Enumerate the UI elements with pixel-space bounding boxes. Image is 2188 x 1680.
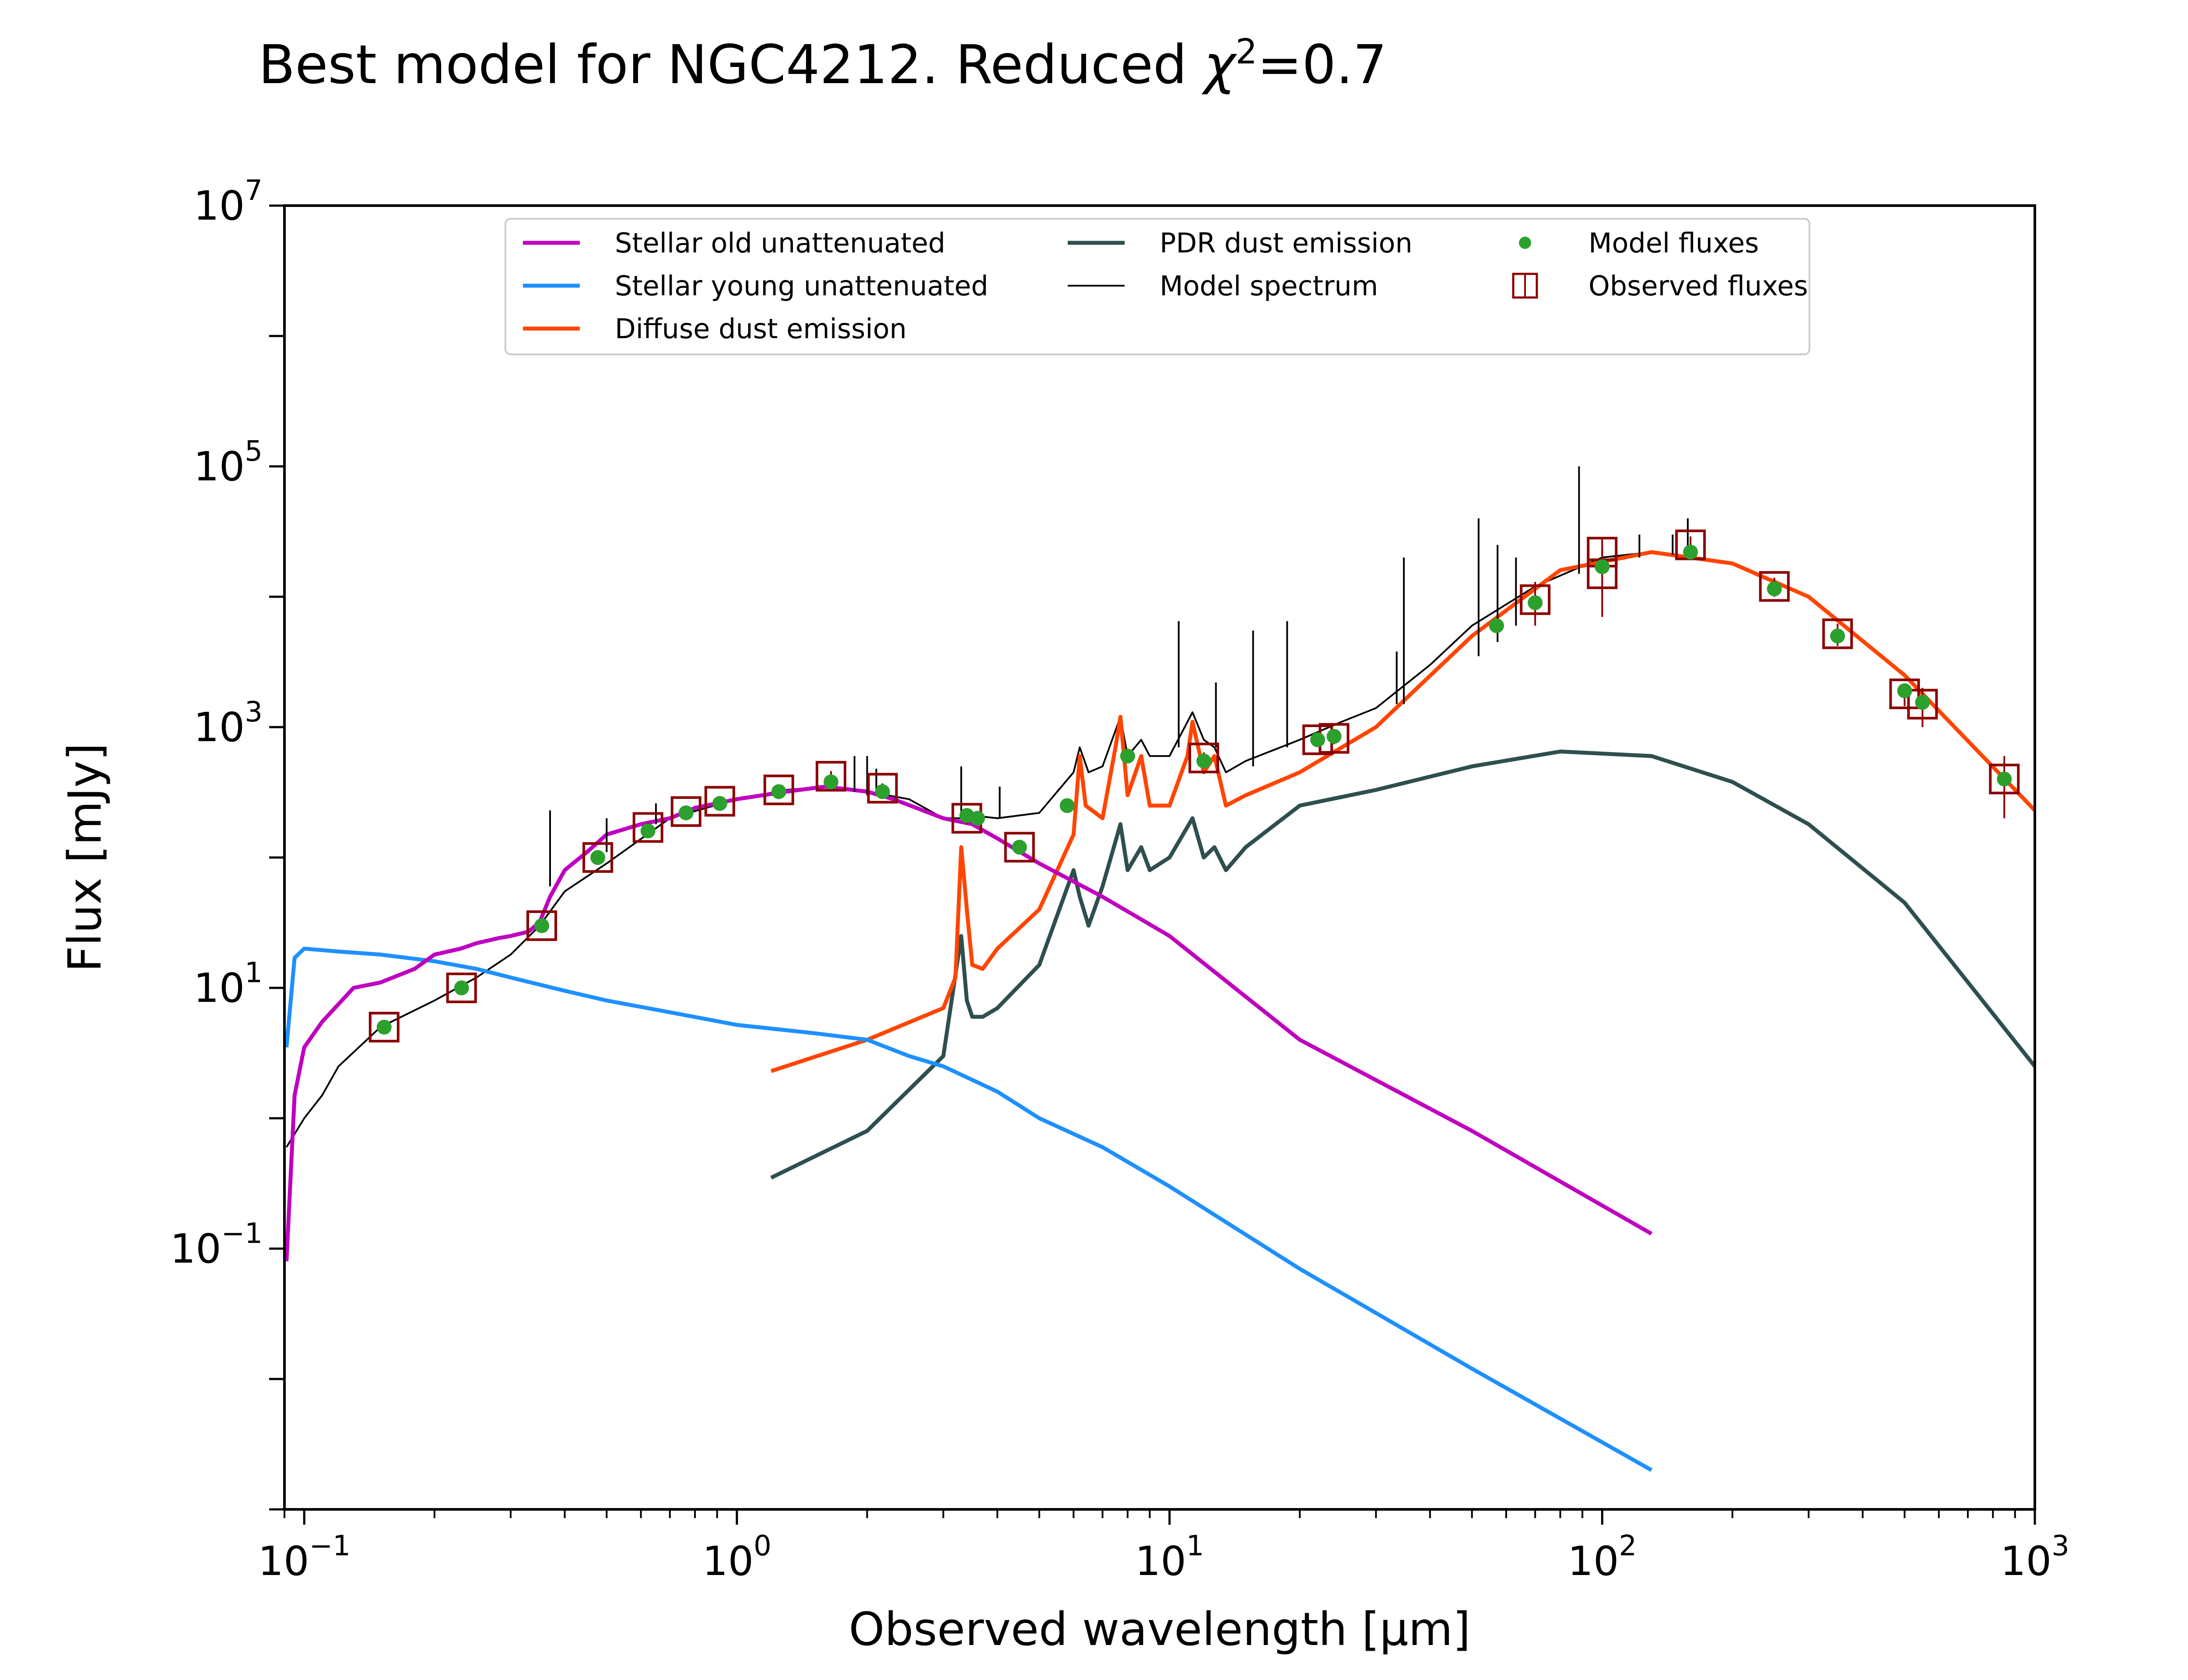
legend-box [505, 218, 1810, 355]
model-flux-point [1310, 732, 1325, 747]
model-flux-point [875, 784, 890, 799]
model-flux-point [1683, 544, 1698, 560]
observed-flux-marker [1989, 763, 2020, 794]
observed-flux-marker [1188, 742, 1219, 774]
model-flux-point [1595, 559, 1610, 574]
observed-flux-marker [1759, 571, 1790, 602]
model-flux-point [970, 811, 985, 826]
model-flux-point [1012, 840, 1027, 855]
observed-flux-marker [670, 796, 701, 827]
x-tick-label: 10−1 [258, 1530, 351, 1585]
observed-flux-marker [526, 910, 558, 941]
legend-label: Observed fluxes [1588, 270, 1808, 302]
model-flux-point [1059, 798, 1075, 813]
model-flux-point [1326, 729, 1342, 744]
model-flux-point [1489, 618, 1504, 634]
x-axis-label: Observed wavelength [μm] [849, 1603, 1471, 1656]
legend-label: PDR dust emission [1160, 227, 1413, 259]
model-flux-point [1120, 749, 1135, 764]
x-tick-label: 100 [702, 1530, 771, 1585]
model-flux-point [534, 918, 550, 933]
x-tick-label: 102 [1567, 1530, 1637, 1585]
observed-flux-marker [446, 973, 477, 1003]
legend-label: Model spectrum [1160, 270, 1378, 302]
y-tick-label: 101 [193, 957, 263, 1012]
y-axis-label: Flux [mJy] [58, 743, 112, 972]
observed-flux-marker [1907, 689, 1938, 720]
model-flux-point [1830, 628, 1845, 644]
legend-label: Model fluxes [1588, 227, 1759, 259]
axes-frame [283, 204, 2036, 1511]
model-flux-point [1767, 581, 1782, 596]
y-tick-label: 107 [193, 175, 263, 229]
series-line-model-spectrum [285, 551, 2035, 1148]
model-flux-point [1528, 595, 1543, 610]
observed-flux-marker [1822, 618, 1853, 649]
model-flux-point [678, 805, 694, 820]
observed-flux-marker [867, 773, 898, 804]
legend-label: Stellar young unattenuated [615, 270, 988, 302]
model-flux-point [712, 796, 727, 811]
observed-flux-marker [704, 786, 735, 817]
model-flux-point [1897, 683, 1912, 698]
model-flux-point [1915, 695, 1930, 710]
observed-flux-marker [763, 774, 794, 805]
series-line-stellar-old [284, 784, 1653, 1262]
model-flux-point [1997, 771, 2012, 787]
model-flux-point [640, 823, 656, 839]
observed-flux-marker [1004, 832, 1035, 863]
plot-area [284, 466, 2035, 1472]
model-flux-point [454, 980, 469, 995]
observed-flux-marker [582, 842, 614, 873]
model-flux-point [1196, 753, 1211, 769]
legend-swatch [1519, 237, 1531, 249]
legend-label: Stellar old unattenuated [615, 227, 945, 259]
observed-flux-marker [368, 1012, 400, 1043]
series-line-pdr-dust [770, 749, 2035, 1180]
axis-ticks: 10−1 100 101 102 103 10−1 101 103 105 107 [170, 175, 2069, 1585]
legend-label: Diffuse dust emission [615, 313, 907, 345]
observed-flux-marker [1520, 584, 1551, 615]
x-tick-label: 103 [2000, 1530, 2069, 1585]
y-tick-label: 10−1 [170, 1218, 263, 1272]
x-tick-label: 101 [1135, 1530, 1204, 1585]
observed-flux-marker [1889, 678, 1920, 709]
y-tick-label: 103 [193, 696, 263, 751]
y-tick-label: 105 [193, 435, 263, 490]
observed-flux-marker [815, 761, 846, 792]
series-line-stellar-young [284, 946, 1653, 1472]
model-flux-point [376, 1019, 392, 1035]
series-line-diffuse-dust [770, 550, 2035, 1073]
legend: Stellar old unattenuated Stellar young un… [505, 218, 1810, 355]
observed-flux-marker [632, 812, 663, 843]
chart-title: Best model for NGC4212. Reduced χ2=0.7 [259, 32, 1387, 96]
model-flux-point [823, 774, 838, 790]
model-flux-point [771, 784, 786, 799]
model-flux-point [590, 850, 606, 865]
